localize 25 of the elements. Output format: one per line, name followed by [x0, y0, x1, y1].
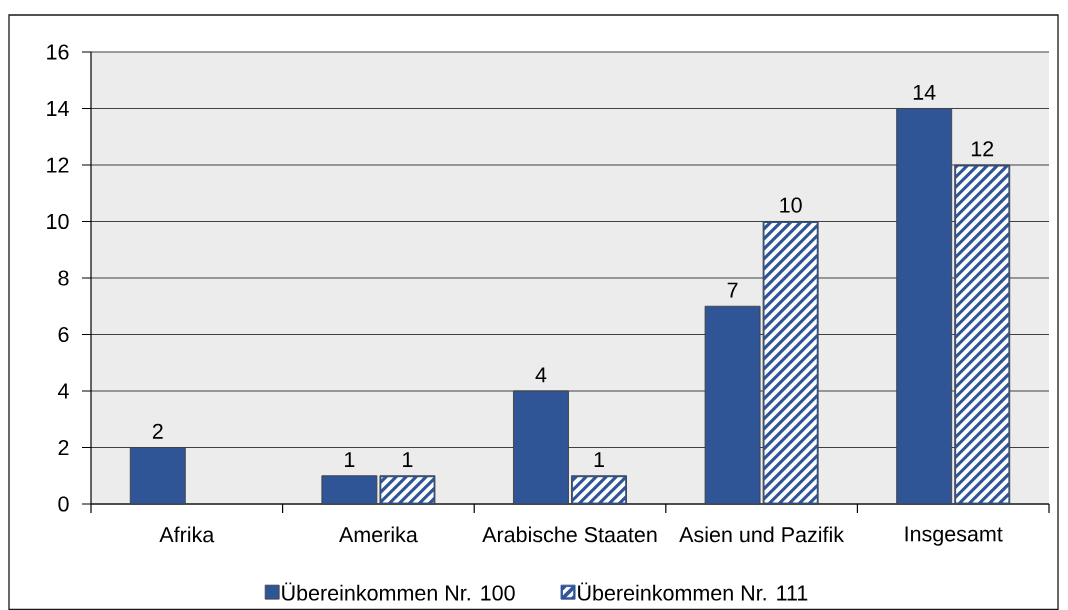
- y-tick-label: 16: [47, 44, 69, 60]
- x-tick-label: Asien und Pazifik: [679, 526, 845, 543]
- y-tick-label: 6: [58, 326, 69, 343]
- y-tick-label: 2: [58, 439, 69, 456]
- data-label: 12: [971, 141, 994, 157]
- x-tick-label: Afrika: [159, 526, 215, 543]
- data-label: 1: [403, 452, 413, 467]
- legend-label: Übereinkommen Nr. 111: [578, 582, 808, 601]
- data-label: 14: [913, 84, 936, 100]
- x-tick-label: Amerika: [339, 526, 418, 543]
- data-label: 1: [594, 452, 604, 467]
- x-tick-label: Arabische Staaten: [482, 526, 657, 543]
- data-label: 1: [345, 452, 355, 467]
- data-label: 4: [535, 367, 547, 383]
- y-tick-label: 8: [58, 270, 69, 286]
- y-tick-label: 0: [58, 496, 69, 512]
- y-tick-label: 10: [47, 213, 69, 230]
- data-label: 2: [152, 423, 163, 439]
- y-tick-label: 12: [47, 157, 69, 173]
- y-tick-label: 4: [58, 383, 69, 399]
- legend-label: Übereinkommen Nr. 100: [282, 582, 515, 601]
- y-tick-label: 14: [47, 101, 69, 116]
- data-label: 7: [727, 282, 738, 298]
- data-label: 10: [780, 197, 802, 213]
- x-tick-label: Insgesamt: [905, 526, 1003, 546]
